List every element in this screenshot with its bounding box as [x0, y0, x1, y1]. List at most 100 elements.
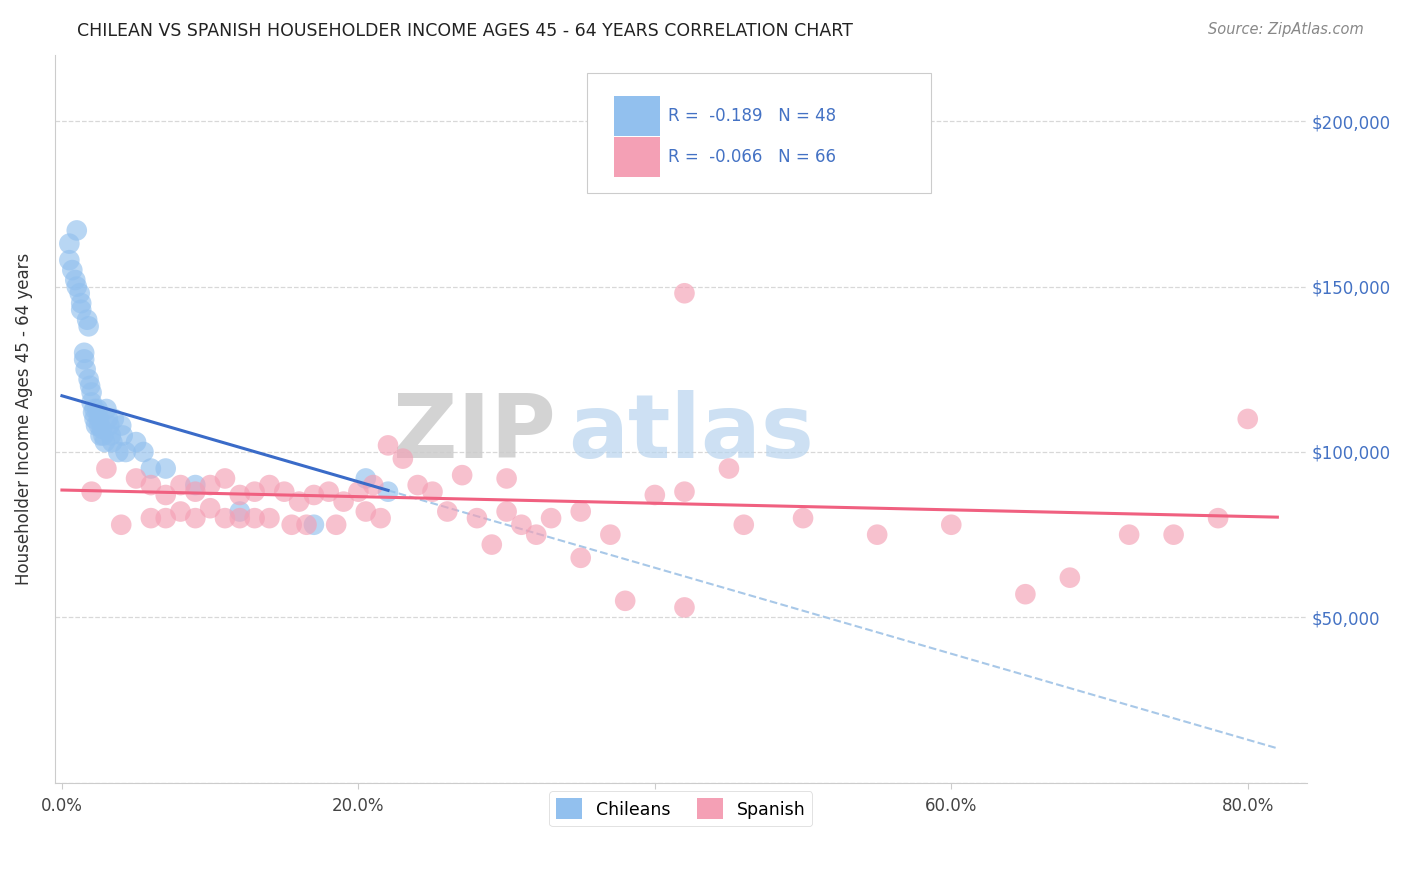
Point	[82, 405, 104, 419]
Point	[100, 428, 122, 442]
Point	[73, 345, 96, 359]
Point	[280, 517, 302, 532]
Point	[614, 594, 637, 608]
Point	[58, 253, 80, 268]
Point	[243, 511, 266, 525]
Point	[73, 352, 96, 367]
Point	[214, 511, 236, 525]
Point	[80, 385, 103, 400]
Point	[96, 461, 118, 475]
Point	[87, 418, 110, 433]
Point	[318, 484, 340, 499]
Point	[495, 504, 517, 518]
Point	[155, 511, 177, 525]
Text: Source: ZipAtlas.com: Source: ZipAtlas.com	[1208, 22, 1364, 37]
Point	[97, 412, 120, 426]
Point	[111, 428, 134, 442]
Legend: Chileans, Spanish: Chileans, Spanish	[550, 791, 813, 826]
Point	[1014, 587, 1036, 601]
Point	[569, 504, 592, 518]
Text: R =  -0.189   N = 48: R = -0.189 N = 48	[668, 106, 837, 125]
Text: CHILEAN VS SPANISH HOUSEHOLDER INCOME AGES 45 - 64 YEARS CORRELATION CHART: CHILEAN VS SPANISH HOUSEHOLDER INCOME AG…	[77, 22, 853, 40]
Point	[481, 538, 503, 552]
Point	[717, 461, 740, 475]
Point	[644, 488, 666, 502]
Point	[94, 435, 117, 450]
Point	[66, 279, 89, 293]
Point	[451, 468, 474, 483]
Point	[354, 504, 377, 518]
Point	[93, 428, 115, 442]
Point	[70, 296, 93, 310]
Point	[733, 517, 755, 532]
Point	[169, 478, 191, 492]
Point	[169, 504, 191, 518]
Point	[229, 511, 252, 525]
Text: atlas: atlas	[568, 390, 814, 477]
Point	[495, 471, 517, 485]
Point	[89, 428, 111, 442]
Point	[76, 312, 98, 326]
Text: ZIP: ZIP	[392, 390, 555, 477]
Point	[569, 550, 592, 565]
Point	[243, 484, 266, 499]
Point	[58, 236, 80, 251]
Point	[139, 461, 162, 475]
Point	[198, 478, 221, 492]
Point	[70, 302, 93, 317]
Point	[377, 438, 399, 452]
Point	[114, 445, 136, 459]
Point	[361, 478, 384, 492]
Point	[184, 478, 207, 492]
Point	[1206, 511, 1229, 525]
Point	[198, 501, 221, 516]
Point	[510, 517, 533, 532]
Bar	[614, 95, 659, 136]
Point	[673, 600, 696, 615]
Point	[91, 422, 114, 436]
Point	[103, 412, 125, 426]
Point	[66, 223, 89, 237]
Point	[96, 402, 118, 417]
Point	[184, 484, 207, 499]
Point	[184, 511, 207, 525]
Point	[87, 412, 110, 426]
Point	[155, 461, 177, 475]
Point	[436, 504, 458, 518]
Point	[77, 372, 100, 386]
Point	[60, 263, 83, 277]
Point	[80, 484, 103, 499]
Point	[325, 517, 347, 532]
Point	[132, 445, 155, 459]
Point	[288, 494, 311, 508]
Point	[84, 418, 107, 433]
Point	[125, 435, 148, 450]
Point	[214, 471, 236, 485]
Point	[107, 445, 129, 459]
Point	[83, 402, 105, 417]
Point	[125, 471, 148, 485]
Point	[370, 511, 392, 525]
Point	[139, 511, 162, 525]
Point	[110, 517, 132, 532]
Y-axis label: Householder Income Ages 45 - 64 years: Householder Income Ages 45 - 64 years	[15, 252, 32, 585]
Point	[80, 395, 103, 409]
Point	[229, 504, 252, 518]
Point	[86, 402, 108, 417]
Point	[524, 527, 547, 541]
Point	[332, 494, 354, 508]
Point	[866, 527, 889, 541]
Point	[1118, 527, 1140, 541]
Point	[792, 511, 814, 525]
Point	[540, 511, 562, 525]
Point	[302, 488, 325, 502]
FancyBboxPatch shape	[586, 73, 931, 194]
Bar	[614, 137, 659, 177]
Point	[392, 451, 415, 466]
Point	[79, 379, 101, 393]
Point	[295, 517, 318, 532]
Point	[75, 362, 97, 376]
Point	[354, 471, 377, 485]
Point	[110, 418, 132, 433]
Point	[347, 484, 370, 499]
